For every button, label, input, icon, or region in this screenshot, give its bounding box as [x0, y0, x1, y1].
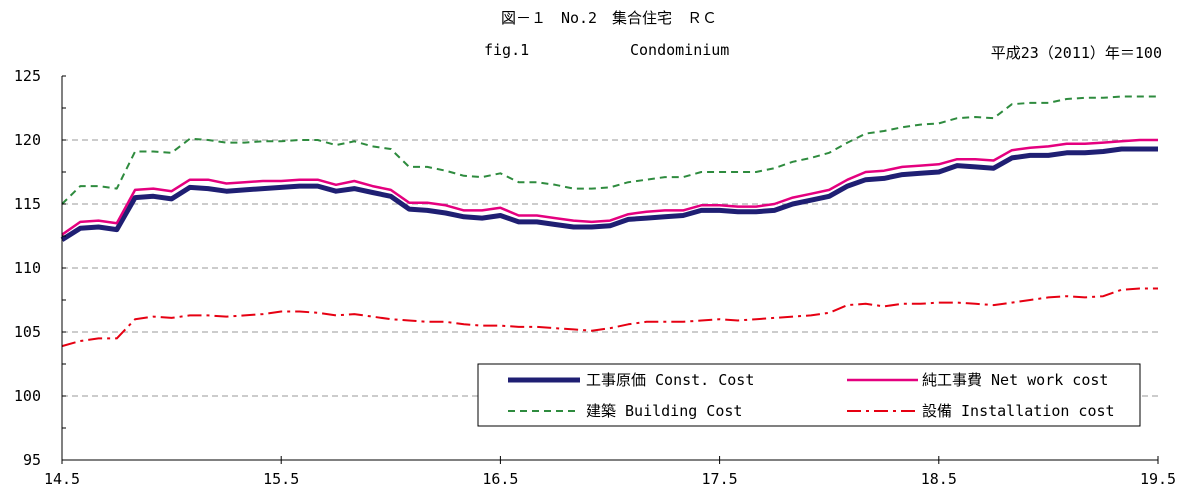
chart-subtitle-name: Condominium [630, 41, 729, 59]
x-tick-label: 18.5 [921, 470, 957, 488]
series-lines [60, 95, 1158, 348]
x-tick-label: 15.5 [263, 470, 299, 488]
y-tick-label: 125 [14, 67, 41, 85]
series-line [60, 146, 1158, 242]
series-line [61, 95, 1158, 205]
legend: 工事原価 Const. Cost 純工事費 Net work cost 建築 B… [477, 363, 1141, 427]
chart-subtitle-fig: fig.1 [484, 41, 529, 59]
legend-label-const-cost: 工事原価 Const. Cost [586, 371, 754, 389]
axes [61, 75, 1159, 464]
x-tick-label: 17.5 [702, 470, 738, 488]
x-tick-label: 19.5 [1140, 470, 1176, 488]
legend-box [477, 363, 1141, 427]
y-tick-label: 110 [14, 259, 41, 277]
x-tick-label: 16.5 [482, 470, 518, 488]
series-line [61, 138, 1158, 236]
tick-labels: 95 100 105 110 115 120 125 14.5 15.5 16.5 17.5 18.5… [14, 67, 1176, 488]
y-tick-label: 105 [14, 323, 41, 341]
legend-label-building-cost: 建築 Building Cost [586, 402, 742, 420]
y-tick-label: 120 [14, 131, 41, 149]
y-tick-label: 100 [14, 387, 41, 405]
y-tick-label: 95 [23, 451, 41, 469]
base-year-note: 平成23（2011）年＝100 [991, 44, 1162, 62]
x-tick-label: 14.5 [44, 470, 80, 488]
legend-label-installation-cost: 設備 Installation cost [922, 402, 1115, 420]
legend-label-net-work-cost: 純工事費 Net work cost [922, 371, 1108, 389]
series-line [61, 287, 1158, 348]
chart-title: 図－１ No.2 集合住宅 ＲＣ [501, 9, 717, 27]
y-tick-label: 115 [14, 195, 41, 213]
